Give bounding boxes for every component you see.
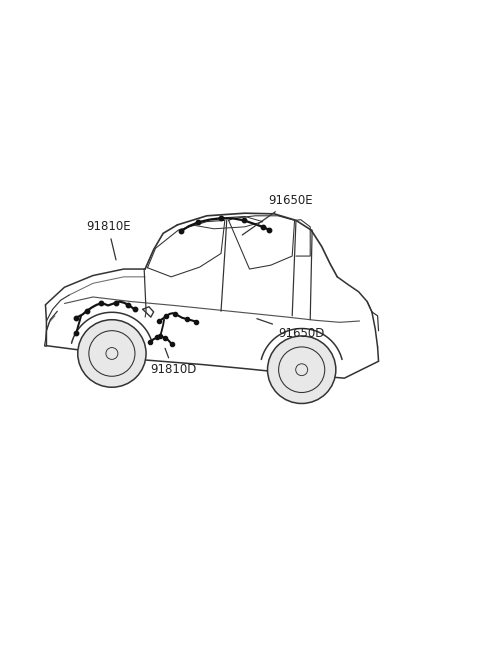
Ellipse shape	[267, 336, 336, 403]
Ellipse shape	[78, 320, 146, 387]
Text: 91650E: 91650E	[242, 195, 313, 235]
Text: 91810E: 91810E	[86, 220, 131, 260]
Text: 91810D: 91810D	[150, 348, 196, 376]
Text: 91650D: 91650D	[257, 319, 324, 341]
